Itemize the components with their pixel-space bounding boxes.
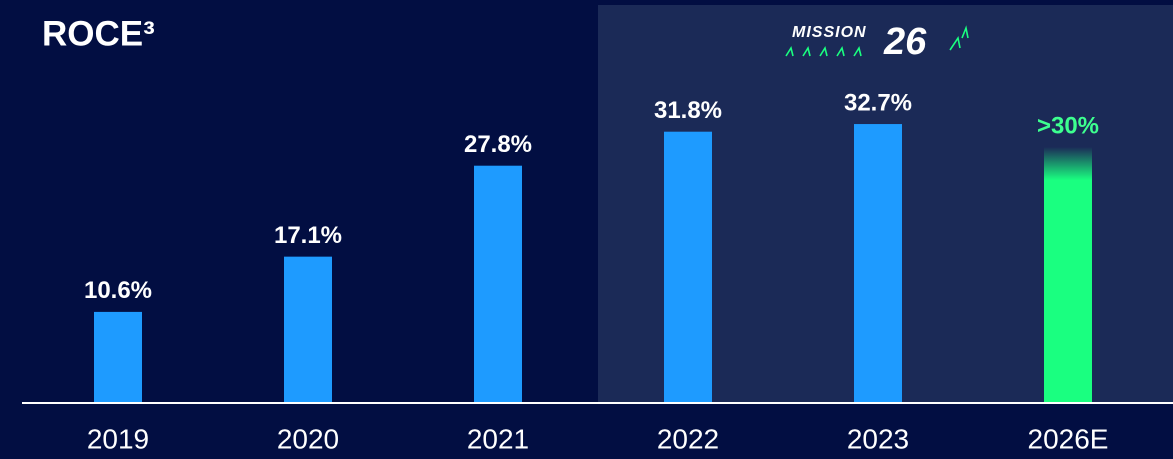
bar (474, 165, 522, 402)
value-label: 27.8% (464, 131, 532, 158)
x-tick-label: 2019 (87, 423, 149, 454)
value-label: 10.6% (84, 277, 152, 304)
x-tick-label: 2026E (1028, 423, 1109, 454)
bar (94, 311, 142, 402)
x-tick-label: 2022 (657, 423, 719, 454)
bar (284, 256, 332, 402)
chart-title: ROCE³ (42, 14, 155, 53)
value-label: 32.7% (844, 89, 912, 116)
x-tick-label: 2020 (277, 423, 339, 454)
logo: MISSION 26 (785, 21, 969, 63)
x-tick-label: 2021 (467, 423, 529, 454)
bar (854, 124, 902, 403)
bar (1044, 147, 1092, 402)
value-label: >30% (1037, 112, 1099, 139)
bar (664, 131, 712, 402)
value-label: 17.1% (274, 222, 342, 249)
logo-text: MISSION (792, 24, 867, 41)
value-label: 31.8% (654, 97, 722, 124)
logo-arrows (785, 25, 969, 57)
x-tick-label: 2023 (847, 423, 909, 454)
logo-number: 26 (883, 21, 927, 63)
